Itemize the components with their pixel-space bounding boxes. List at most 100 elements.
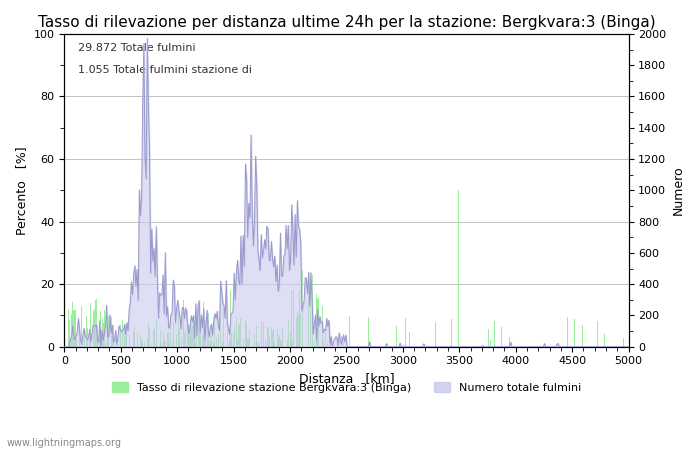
Bar <box>149 328 150 346</box>
Bar <box>281 341 282 346</box>
Bar <box>246 323 247 346</box>
Bar <box>203 302 204 347</box>
Bar <box>71 314 72 346</box>
Y-axis label: Numero: Numero <box>672 166 685 215</box>
Bar <box>99 336 100 346</box>
Bar <box>206 316 208 346</box>
Bar <box>204 323 205 346</box>
Bar <box>240 318 241 346</box>
Bar <box>106 343 107 346</box>
Bar <box>112 327 113 346</box>
Bar <box>295 318 297 346</box>
Bar <box>249 330 251 346</box>
Bar <box>170 320 172 346</box>
Bar <box>290 332 291 346</box>
Bar <box>318 297 319 346</box>
Bar <box>72 302 74 347</box>
Bar <box>87 328 88 346</box>
Bar <box>185 328 186 346</box>
Bar <box>113 325 114 346</box>
Bar <box>623 338 624 346</box>
Bar <box>208 313 209 346</box>
Bar <box>314 342 315 346</box>
Bar <box>134 327 135 346</box>
Bar <box>272 331 273 346</box>
Bar <box>308 292 309 346</box>
Bar <box>168 332 169 346</box>
Bar <box>323 341 324 346</box>
Bar <box>178 312 179 346</box>
Bar <box>276 329 277 346</box>
Bar <box>96 299 97 346</box>
Bar <box>597 321 598 346</box>
Bar <box>129 335 130 346</box>
Bar <box>94 300 96 346</box>
Bar <box>102 318 103 346</box>
Bar <box>248 338 249 346</box>
Bar <box>227 320 228 346</box>
Bar <box>79 327 80 346</box>
Text: 1.055 Totale fulmini stazione di: 1.055 Totale fulmini stazione di <box>78 65 253 75</box>
Bar <box>316 293 317 346</box>
Bar <box>343 333 344 346</box>
Bar <box>256 326 257 346</box>
Bar <box>214 318 216 346</box>
Bar <box>501 327 502 346</box>
Bar <box>349 316 350 346</box>
Legend: Tasso di rilevazione stazione Bergkvara:3 (Binga), Numero totale fulmini: Tasso di rilevazione stazione Bergkvara:… <box>107 378 586 397</box>
Bar <box>69 320 70 346</box>
Bar <box>396 326 397 346</box>
Bar <box>169 343 170 346</box>
Bar <box>291 289 292 346</box>
Bar <box>81 306 83 346</box>
Bar <box>194 321 195 347</box>
Bar <box>582 325 583 346</box>
Bar <box>167 333 168 346</box>
Bar <box>107 328 108 346</box>
Bar <box>179 328 181 346</box>
Bar <box>142 342 144 346</box>
Bar <box>288 320 289 346</box>
Bar <box>210 340 211 346</box>
Bar <box>172 343 173 346</box>
Bar <box>258 343 260 346</box>
Bar <box>232 334 234 347</box>
Bar <box>325 333 326 346</box>
Bar <box>148 322 149 346</box>
Bar <box>490 340 491 346</box>
Bar <box>89 337 90 347</box>
Bar <box>317 299 318 346</box>
Bar <box>239 325 240 346</box>
Bar <box>136 334 138 347</box>
Bar <box>278 338 279 346</box>
Bar <box>280 340 281 346</box>
Bar <box>124 327 125 346</box>
Bar <box>488 329 489 346</box>
Bar <box>64 282 65 346</box>
Bar <box>90 303 91 346</box>
Bar <box>229 340 230 346</box>
Bar <box>566 317 568 346</box>
Bar <box>299 290 300 346</box>
Bar <box>144 342 146 346</box>
Bar <box>97 325 98 346</box>
Bar <box>205 320 206 346</box>
Bar <box>199 330 201 346</box>
Bar <box>269 338 270 346</box>
Bar <box>220 294 221 346</box>
Bar <box>236 317 237 346</box>
Bar <box>153 329 155 346</box>
Bar <box>322 306 323 346</box>
Bar <box>368 317 369 346</box>
Bar <box>156 319 157 347</box>
Bar <box>94 309 95 346</box>
Bar <box>282 328 284 346</box>
Bar <box>271 328 272 346</box>
Bar <box>192 326 193 346</box>
Bar <box>310 284 312 346</box>
Bar <box>298 315 299 346</box>
Bar <box>223 309 225 346</box>
Bar <box>211 328 212 346</box>
Bar <box>341 336 342 346</box>
Bar <box>273 329 274 346</box>
